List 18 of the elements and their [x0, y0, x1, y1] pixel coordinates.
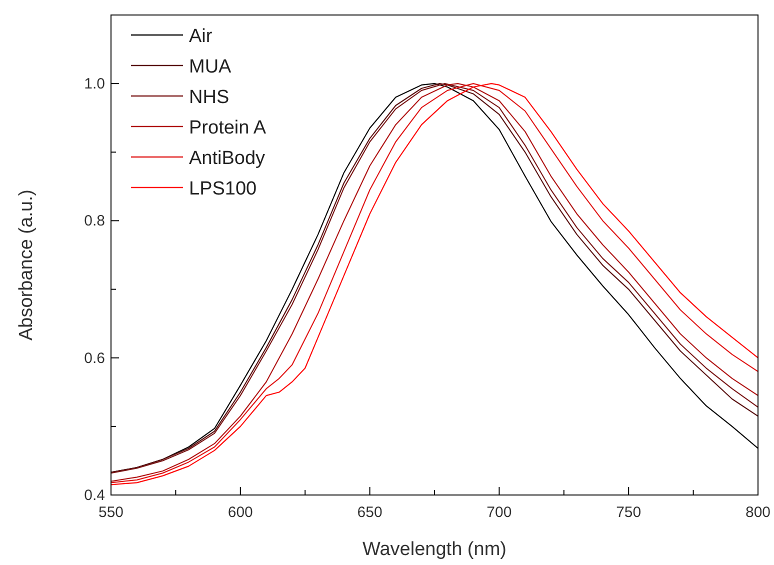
legend-label: Protein A	[189, 118, 266, 138]
y-tick-label: 0.6	[84, 350, 105, 367]
x-tick-label: 600	[228, 504, 253, 521]
x-tick-label: 650	[357, 504, 382, 521]
legend-label: NHS	[189, 87, 230, 108]
x-axis-title: Wavelength (nm)	[362, 539, 506, 560]
y-tick-label: 1.0	[84, 76, 105, 93]
x-tick-label: 700	[486, 504, 512, 521]
x-tick-label: 750	[616, 504, 642, 521]
y-axis-title: Absorbance (a.u.)	[16, 189, 37, 341]
legend-label: Air	[189, 26, 213, 47]
legend-label: MUA	[189, 56, 232, 78]
x-tick-label: 800	[745, 504, 771, 521]
legend-label: AntiBody	[189, 148, 266, 169]
legend-label: LPS100	[189, 178, 257, 200]
y-tick-label: 0.8	[84, 212, 105, 230]
y-tick-label: 0.4	[84, 487, 105, 504]
x-tick-label: 550	[98, 504, 124, 521]
